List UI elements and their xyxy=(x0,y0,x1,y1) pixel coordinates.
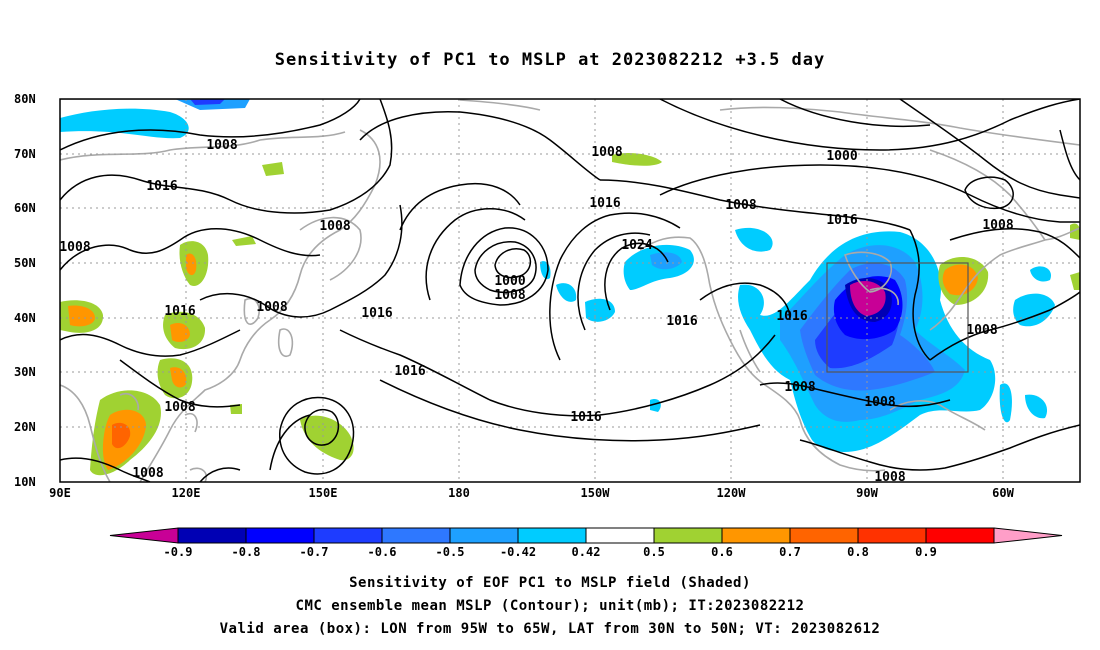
colorbar-tick-label: -0.6 xyxy=(367,545,397,559)
contour-label: 1000 xyxy=(494,274,525,289)
lat-label-20n: 20N xyxy=(14,420,36,434)
caption-valid-area: Valid area (box): LON from 95W to 65W, L… xyxy=(219,621,881,637)
contour-label: 1008 xyxy=(784,380,815,395)
colorbar-tick-label: 0.5 xyxy=(643,545,665,559)
colorbar-tick-label: -0.7 xyxy=(299,545,329,559)
contour-label: 1008 xyxy=(59,240,90,255)
contour-label: 1016 xyxy=(361,306,392,321)
contour-label: 1016 xyxy=(826,213,857,228)
contour-label: 1016 xyxy=(666,314,697,329)
contour-labels: 1008 1016 1008 1008 1016 1008 1008 1016 … xyxy=(59,138,1014,485)
colorbar-segment xyxy=(449,527,519,544)
lon-label-60w: 60W xyxy=(992,486,1014,500)
colorbar-segment xyxy=(857,527,927,544)
shading-layer xyxy=(60,99,1080,476)
colorbar-high-triangle xyxy=(993,527,1063,544)
lat-label-40n: 40N xyxy=(14,311,36,325)
lat-label-50n: 50N xyxy=(14,256,36,270)
colorbar-segment xyxy=(653,527,723,544)
contour-label: 1016 xyxy=(570,410,601,425)
contour-label: 1016 xyxy=(589,196,620,211)
plot-frame xyxy=(59,98,1081,483)
contour-label: 1016 xyxy=(776,309,807,324)
contour-label: 1016 xyxy=(394,364,425,379)
lon-label-180: 180 xyxy=(448,486,470,500)
colorbar-tick-label: -0.5 xyxy=(435,545,465,559)
contour-label: 1008 xyxy=(206,138,237,153)
colorbar-low-triangle xyxy=(109,527,179,544)
colorbar-tick-label: 0.9 xyxy=(915,545,937,559)
contour-label: 1008 xyxy=(132,466,163,481)
mslp-contours xyxy=(60,99,1080,482)
colorbar-segment xyxy=(517,527,587,544)
lat-label-60n: 60N xyxy=(14,201,36,215)
colorbar-segment xyxy=(721,527,791,544)
contour-label: 1008 xyxy=(591,145,622,160)
lon-label-120e: 120E xyxy=(171,486,201,500)
colorbar-segment xyxy=(925,527,995,544)
colorbar-segment xyxy=(313,527,383,544)
contour-label: 1008 xyxy=(725,198,756,213)
graticule xyxy=(60,99,1080,482)
lon-label-150e: 150E xyxy=(308,486,338,500)
contour-label: 1024 xyxy=(621,238,652,253)
colorbar-tick-label: 0.6 xyxy=(711,545,733,559)
contour-label: 1008 xyxy=(494,288,525,303)
colorbar-segment xyxy=(585,527,655,544)
contour-label: 1008 xyxy=(256,300,287,315)
colorbar-segment xyxy=(381,527,451,544)
contour-label: 1008 xyxy=(164,400,195,415)
contour-label: 1016 xyxy=(164,304,195,319)
caption-contour: CMC ensemble mean MSLP (Contour); unit(m… xyxy=(295,598,805,614)
chart-title: Sensitivity of PC1 to MSLP at 2023082212… xyxy=(274,50,826,70)
caption-shaded: Sensitivity of EOF PC1 to MSLP field (Sh… xyxy=(349,575,751,591)
colorbar-tick-label: 0.42 xyxy=(571,545,601,559)
contour-label: 1008 xyxy=(864,395,895,410)
contour-label: 1008 xyxy=(319,219,350,234)
lat-label-10n: 10N xyxy=(14,475,36,489)
colorbar-tick-label: -0.8 xyxy=(231,545,261,559)
contour-label: 1008 xyxy=(874,470,905,485)
valid-area-box xyxy=(826,262,969,373)
colorbar-segment xyxy=(177,527,247,544)
colorbar-tick-label: -0.9 xyxy=(163,545,193,559)
lat-label-30n: 30N xyxy=(14,365,36,379)
contour-label: 1008 xyxy=(982,218,1013,233)
lat-label-70n: 70N xyxy=(14,147,36,161)
lon-label-150w: 150W xyxy=(580,486,610,500)
lon-label-120w: 120W xyxy=(716,486,746,500)
lon-label-90w: 90W xyxy=(856,486,878,500)
colorbar-segment xyxy=(789,527,859,544)
colorbar xyxy=(109,527,1063,544)
lat-label-80n: 80N xyxy=(14,92,36,106)
colorbar-tick-label: -0.42 xyxy=(499,545,537,559)
contour-label: 1016 xyxy=(146,179,177,194)
contour-label: 1008 xyxy=(966,323,997,338)
contour-label: 1000 xyxy=(826,149,857,164)
lon-label-90e: 90E xyxy=(49,486,71,500)
colorbar-tick-label: 0.8 xyxy=(847,545,869,559)
colorbar-tick-label: 0.7 xyxy=(779,545,801,559)
colorbar-segment xyxy=(245,527,315,544)
